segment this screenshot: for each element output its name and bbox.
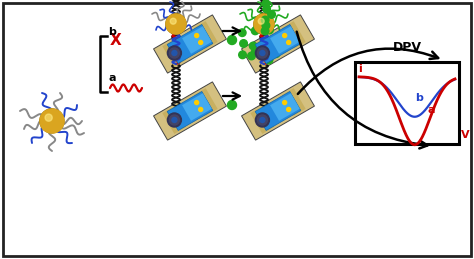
Circle shape [166,14,186,34]
Polygon shape [154,82,227,140]
Circle shape [167,46,182,60]
Circle shape [254,14,274,34]
Circle shape [45,114,52,121]
Text: b: b [415,93,423,103]
Circle shape [252,48,259,56]
Polygon shape [282,21,306,49]
Circle shape [263,5,270,13]
Circle shape [268,11,275,18]
Circle shape [169,48,180,58]
Circle shape [167,113,182,127]
Circle shape [195,100,199,105]
Circle shape [228,35,237,45]
Circle shape [260,20,269,28]
Circle shape [287,40,291,45]
Circle shape [257,115,267,125]
Circle shape [269,51,276,58]
Circle shape [260,38,268,46]
Circle shape [255,46,269,60]
Circle shape [259,26,266,33]
Text: V: V [461,130,470,140]
Text: X: X [110,32,122,47]
Circle shape [273,50,280,57]
Circle shape [199,107,203,111]
Circle shape [174,22,179,27]
Circle shape [261,27,269,35]
Circle shape [262,0,270,7]
Circle shape [249,42,257,50]
Circle shape [251,27,259,35]
Circle shape [257,17,272,32]
Circle shape [258,18,264,24]
Circle shape [170,18,176,24]
Circle shape [282,30,290,38]
Circle shape [266,26,273,34]
Circle shape [273,41,281,49]
Circle shape [255,15,273,33]
Circle shape [283,100,287,105]
Circle shape [172,20,181,28]
Polygon shape [154,15,227,73]
Circle shape [49,119,55,124]
Circle shape [265,56,273,64]
Circle shape [166,14,186,34]
Circle shape [287,107,291,111]
Polygon shape [255,24,301,63]
Circle shape [260,51,265,55]
Polygon shape [270,93,300,121]
Circle shape [265,23,273,31]
Circle shape [40,109,64,133]
Polygon shape [163,39,186,67]
Text: DPV: DPV [392,41,421,54]
Circle shape [261,16,269,24]
Polygon shape [182,26,212,54]
Circle shape [262,22,270,29]
Text: a: a [427,105,435,115]
Polygon shape [182,93,212,121]
Circle shape [283,33,287,38]
Polygon shape [250,106,274,134]
Polygon shape [282,88,306,116]
Polygon shape [167,24,213,63]
Circle shape [239,51,246,59]
Polygon shape [250,39,274,67]
Text: a: a [108,73,116,83]
Circle shape [172,118,177,123]
Polygon shape [242,82,314,140]
Polygon shape [242,15,314,73]
Circle shape [262,22,267,27]
Circle shape [40,109,64,133]
Circle shape [172,51,177,55]
Circle shape [47,116,57,126]
Circle shape [255,113,269,127]
Circle shape [238,29,246,37]
Circle shape [42,111,63,131]
Polygon shape [193,21,218,49]
Circle shape [260,118,265,123]
Circle shape [43,112,61,130]
Circle shape [169,17,183,32]
Circle shape [228,100,237,110]
Polygon shape [255,91,301,131]
Bar [355,62,459,144]
Circle shape [257,48,267,58]
Circle shape [260,49,268,57]
Circle shape [167,15,185,33]
Polygon shape [167,91,213,131]
Circle shape [195,33,199,38]
Circle shape [266,40,273,47]
Polygon shape [270,26,300,54]
Circle shape [248,52,255,60]
Circle shape [169,115,180,125]
Polygon shape [193,88,218,116]
Text: i: i [358,64,362,74]
Polygon shape [163,106,186,134]
Circle shape [199,40,203,45]
Circle shape [254,14,274,34]
Circle shape [240,40,247,47]
Text: b: b [108,27,116,37]
